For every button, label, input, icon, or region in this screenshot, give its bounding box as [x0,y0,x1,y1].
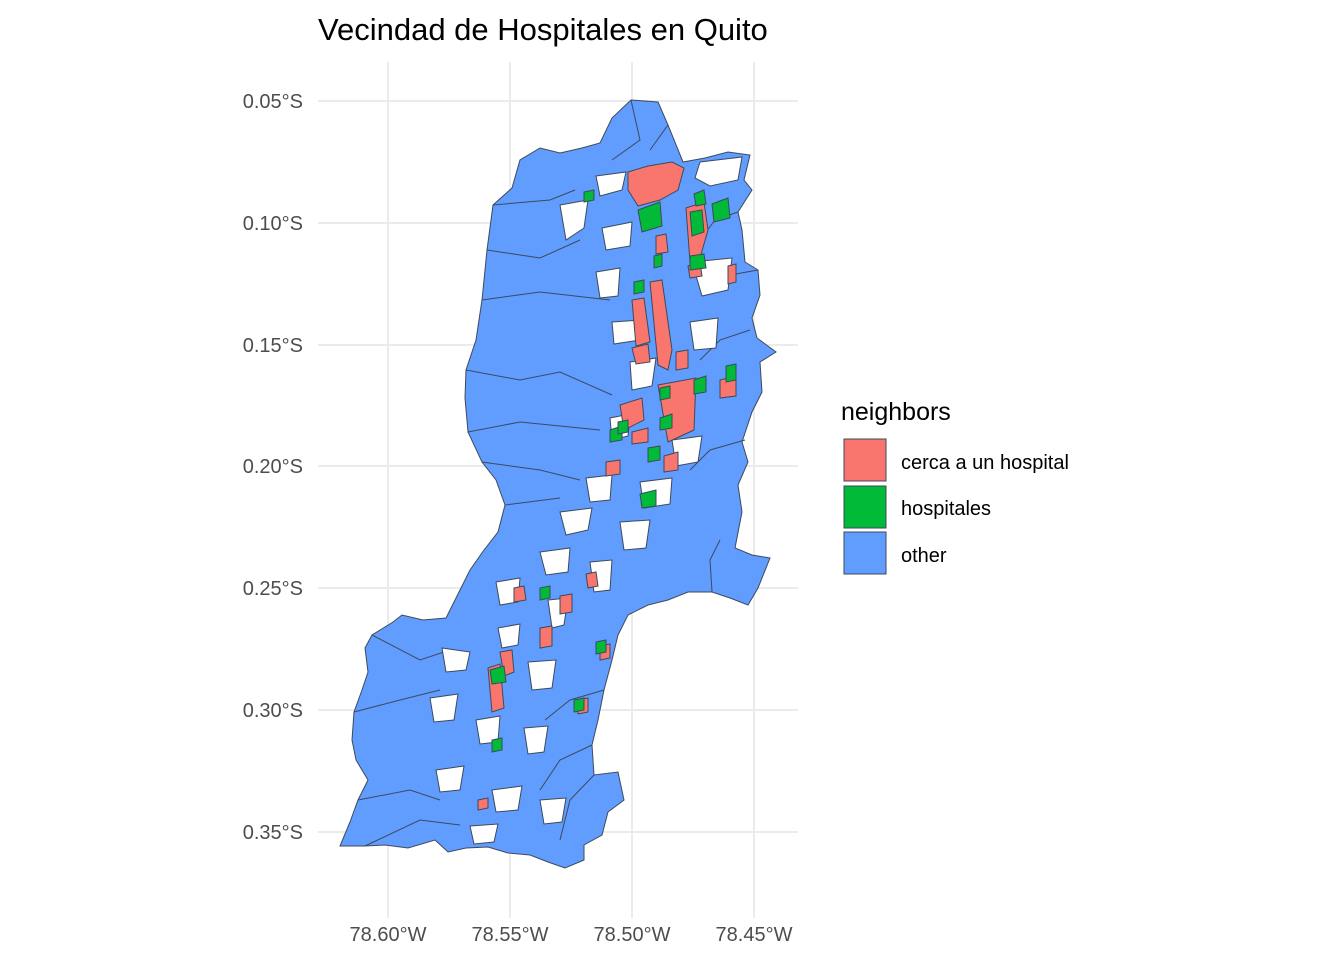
y-tick-label: 0.35°S [243,822,303,844]
x-tick-label: 78.50°W [594,924,671,946]
y-tick-label: 0.10°S [243,213,303,235]
legend-label: cerca a un hospital [901,452,1069,474]
x-tick-label: 78.60°W [350,924,427,946]
y-tick-label: 0.05°S [243,91,303,113]
map-region-other [339,99,777,869]
legend-swatch-hospitales [843,485,887,529]
legend-swatch-other [843,531,887,575]
map-gaps [429,156,743,845]
x-tick-label: 78.45°W [716,924,793,946]
legend: neighbors cerca a un hospital hospitales… [841,398,1069,575]
y-tick-label: 0.20°S [243,456,303,478]
map-region-cerca [477,161,737,811]
legend-swatch-cerca [843,438,887,482]
x-axis: 78.60°W 78.55°W 78.50°W 78.45°W [350,924,793,946]
map-region-hospitales [489,189,737,753]
chart-title: Vecindad de Hospitales en Quito [318,12,768,47]
y-tick-label: 0.30°S [243,700,303,722]
y-tick-label: 0.15°S [243,335,303,357]
quito-map [339,99,777,869]
y-tick-label: 0.25°S [243,578,303,600]
legend-title: neighbors [841,398,951,426]
x-tick-label: 78.55°W [472,924,549,946]
legend-label: hospitales [901,498,991,520]
legend-label: other [901,545,947,567]
y-axis: 0.05°S 0.10°S 0.15°S 0.20°S 0.25°S 0.30°… [243,91,303,844]
